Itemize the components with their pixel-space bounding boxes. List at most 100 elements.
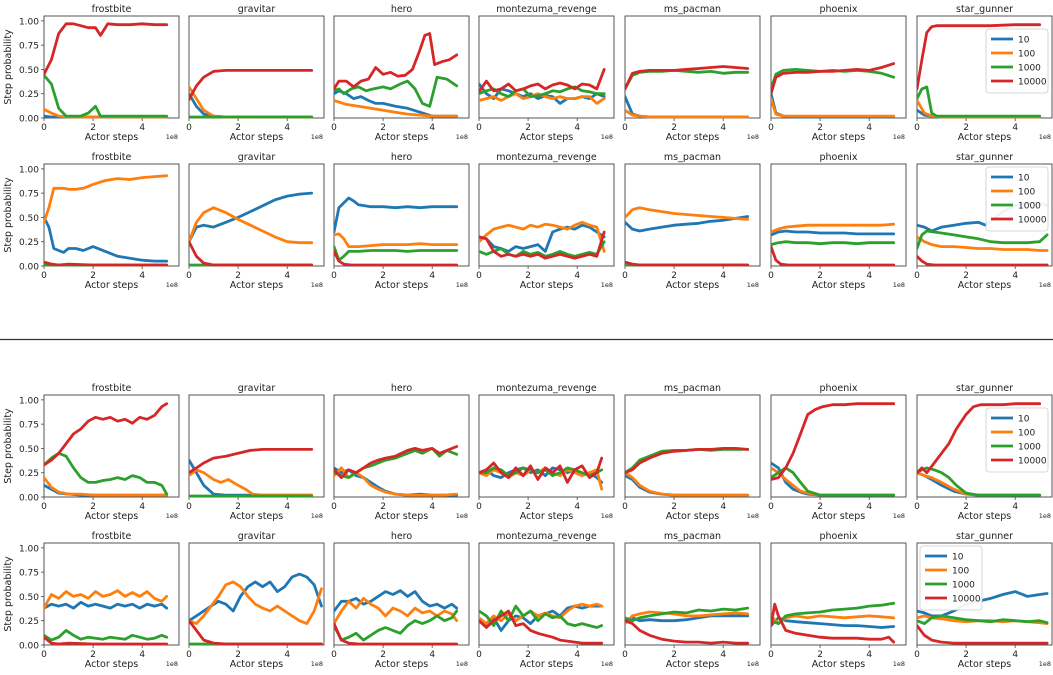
x-offset-label: 1e8 xyxy=(311,660,323,668)
series-line-100 xyxy=(189,206,314,245)
y-tick-label: 0.00 xyxy=(19,263,39,273)
series-lines xyxy=(479,220,606,260)
x-tick-label: 2 xyxy=(817,271,823,281)
x-tick-label: 4 xyxy=(574,123,580,133)
legend-label: 1000 xyxy=(1018,202,1041,212)
x-tick-label: 0 xyxy=(768,271,774,281)
x-tick-label: 0 xyxy=(622,123,628,133)
y-tick-label: 0.00 xyxy=(19,115,39,125)
series-line-10000 xyxy=(917,624,1049,645)
series-line-10000 xyxy=(625,65,750,91)
subplot-title: hero xyxy=(391,4,413,15)
x-tick-label: 0 xyxy=(622,502,628,512)
subplot-title: ms_pacman xyxy=(664,531,721,542)
series-line-1000 xyxy=(44,73,169,118)
series-lines xyxy=(44,589,169,646)
series-line-10 xyxy=(771,229,896,237)
axes-frame xyxy=(770,542,907,646)
series-lines xyxy=(189,572,323,646)
series-lines xyxy=(479,456,604,491)
series-line-10000 xyxy=(771,402,896,481)
series-line-1000 xyxy=(917,614,1049,625)
x-tick-label: 4 xyxy=(139,502,145,512)
y-tick-label: 0.50 xyxy=(19,214,39,224)
x-tick-label: 4 xyxy=(139,123,145,133)
x-tick-label: 4 xyxy=(866,650,872,660)
legend-label: 100 xyxy=(952,567,969,577)
subplot-title: star_gunner xyxy=(956,4,1013,15)
series-line-10000 xyxy=(771,245,896,267)
series-line-100 xyxy=(44,174,169,224)
x-axis-label: Actor steps xyxy=(230,280,284,291)
series-line-10000 xyxy=(479,230,606,260)
x-tick-label: 2 xyxy=(380,650,386,660)
x-tick-label: 4 xyxy=(720,650,726,660)
x-tick-label: 0 xyxy=(41,650,47,660)
x-tick-label: 4 xyxy=(429,271,435,281)
series-line-10000 xyxy=(479,609,604,645)
y-tick-label: 0.25 xyxy=(19,469,39,479)
subplot-title: gravitar xyxy=(238,4,276,15)
series-line-10 xyxy=(44,600,169,610)
x-tick-label: 4 xyxy=(866,271,872,281)
subplot-title: gravitar xyxy=(238,383,276,394)
legend-label: 10 xyxy=(1018,36,1030,46)
axes-frame xyxy=(624,394,761,498)
x-offset-label: 1e8 xyxy=(747,660,759,668)
x-tick-label: 2 xyxy=(963,123,969,133)
x-offset-label: 1e8 xyxy=(747,281,759,289)
subplot-title: ms_pacman xyxy=(664,383,721,394)
series-line-10000 xyxy=(771,602,896,644)
series-line-1000 xyxy=(334,245,459,262)
x-offset-label: 1e8 xyxy=(166,281,178,289)
x-axis-label: Actor steps xyxy=(375,280,429,291)
subplot-title: phoenix xyxy=(820,152,858,163)
x-tick-label: 2 xyxy=(817,502,823,512)
x-offset-label: 1e8 xyxy=(601,660,613,668)
x-tick-label: 0 xyxy=(476,502,482,512)
legend-label: 1000 xyxy=(1018,443,1041,453)
series-line-10000 xyxy=(334,32,459,91)
x-tick-label: 2 xyxy=(235,502,241,512)
x-tick-label: 4 xyxy=(139,650,145,660)
x-tick-label: 0 xyxy=(331,650,337,660)
legend-label: 10000 xyxy=(1018,216,1047,226)
y-tick-label: 0.25 xyxy=(19,238,39,248)
series-line-100 xyxy=(334,232,459,249)
series-line-10 xyxy=(44,215,169,263)
series-lines xyxy=(479,68,606,105)
y-tick-label: 0.00 xyxy=(19,642,39,652)
subplot-title: gravitar xyxy=(238,531,276,542)
subplot-title: montezuma_revenge xyxy=(496,152,597,163)
x-tick-label: 0 xyxy=(331,271,337,281)
series-line-1000 xyxy=(917,85,1042,118)
series-line-10000 xyxy=(334,622,459,646)
subplot-title: hero xyxy=(391,152,413,163)
subplot-title: gravitar xyxy=(238,152,276,163)
x-axis-label: Actor steps xyxy=(666,659,720,670)
series-lines xyxy=(189,191,314,267)
y-tick-label: 1.00 xyxy=(19,165,39,175)
x-offset-label: 1e8 xyxy=(601,133,613,141)
x-axis-label: Actor steps xyxy=(666,511,720,522)
y-tick-label: 0.50 xyxy=(19,66,39,76)
x-tick-label: 4 xyxy=(720,502,726,512)
x-tick-label: 2 xyxy=(90,271,96,281)
series-lines xyxy=(189,69,314,119)
x-tick-label: 2 xyxy=(235,650,241,660)
x-offset-label: 1e8 xyxy=(456,281,468,289)
x-tick-label: 4 xyxy=(574,650,580,660)
series-line-10000 xyxy=(189,240,314,267)
x-axis-label: Actor steps xyxy=(85,132,139,143)
legend: 10 100 1000 10000 xyxy=(985,166,1049,232)
x-offset-label: 1e8 xyxy=(456,512,468,520)
series-lines xyxy=(334,196,459,267)
